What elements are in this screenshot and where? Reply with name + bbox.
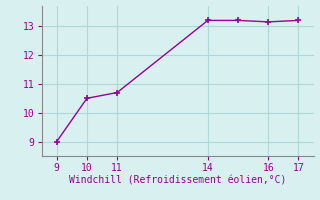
X-axis label: Windchill (Refroidissement éolien,°C): Windchill (Refroidissement éolien,°C) [69, 176, 286, 186]
